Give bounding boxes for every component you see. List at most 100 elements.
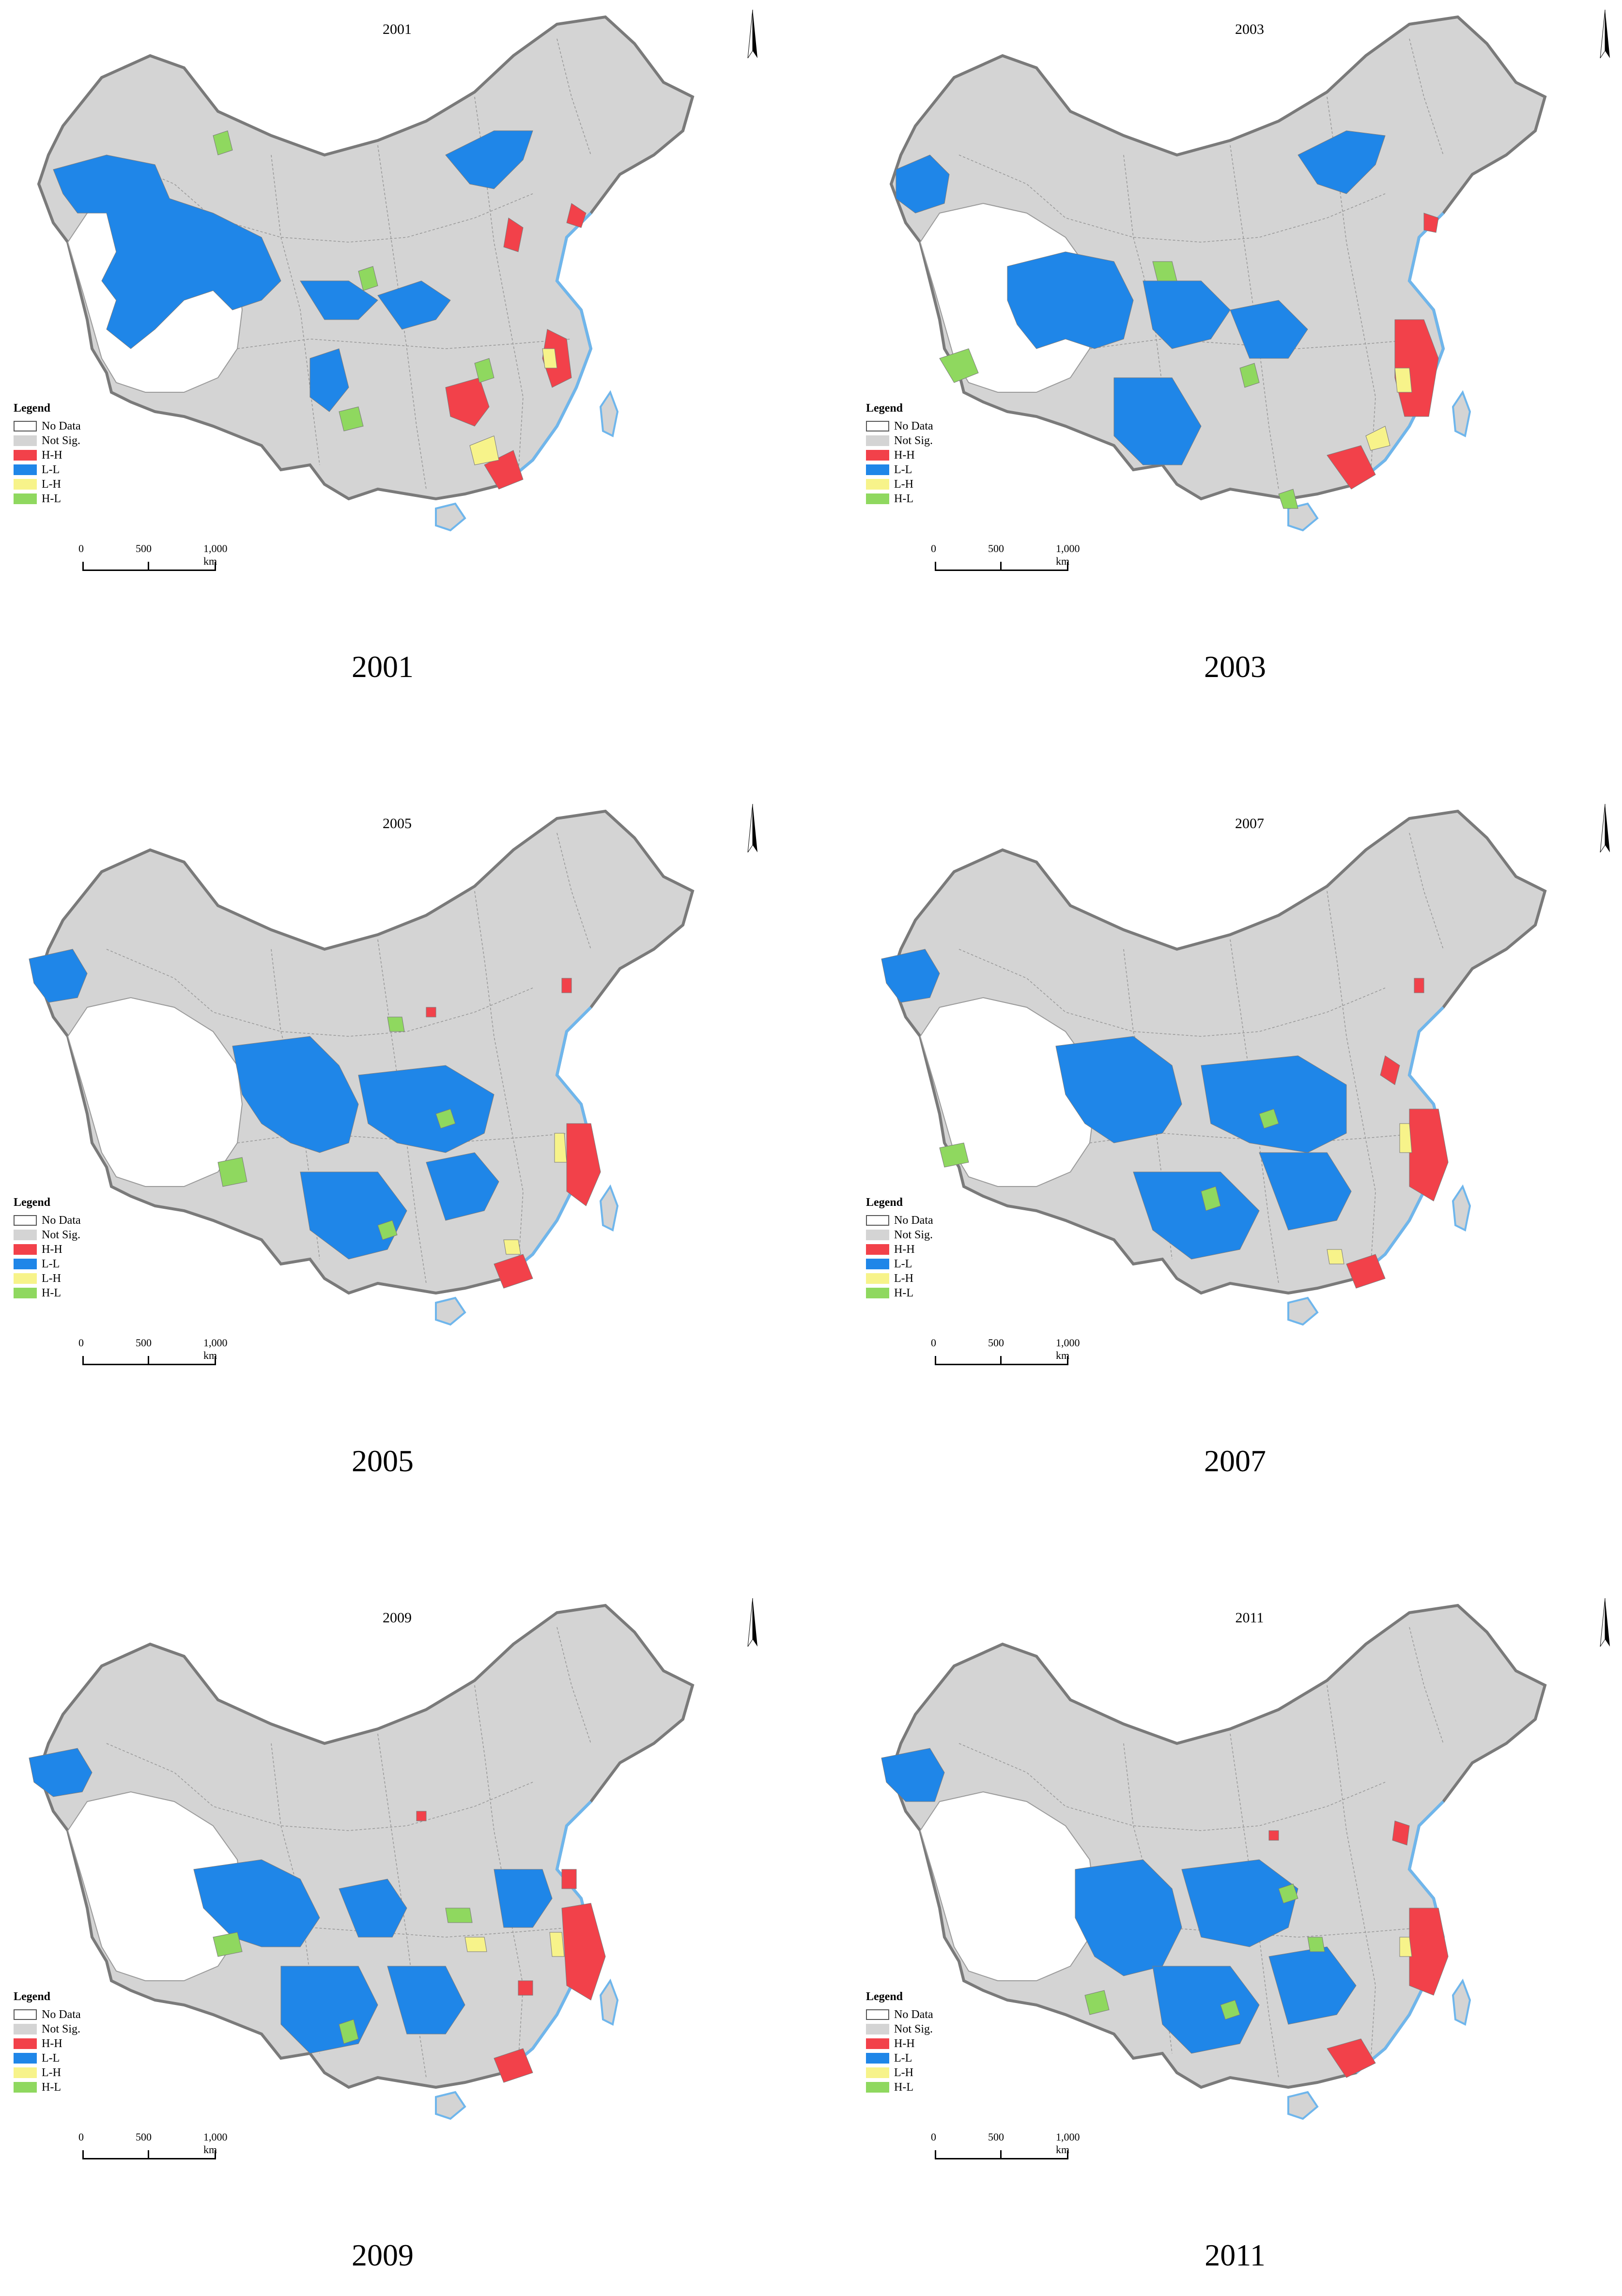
legend-item-lh: L-H xyxy=(866,2065,1021,2080)
legend-item-ll: L-L xyxy=(14,1257,169,1271)
legend-rows: No Data Not Sig. H-H L-L L-H H-L xyxy=(866,419,1021,506)
legend-swatch-nodata xyxy=(866,421,889,431)
legend-label-hl: H-L xyxy=(42,492,61,505)
legend-swatch-nodata xyxy=(14,421,37,431)
cluster-lh-9 xyxy=(554,1133,567,1163)
cluster-hl-14 xyxy=(377,1220,398,1240)
cluster-ll-2 xyxy=(358,1065,494,1153)
legend-swatch-notsig xyxy=(866,2024,889,2034)
cluster-hh-8 xyxy=(561,978,572,993)
cluster-lh-10 xyxy=(503,1239,521,1255)
cluster-ll-1 xyxy=(1055,1036,1182,1143)
taiwan-island xyxy=(599,390,619,437)
legend-item-ll: L-L xyxy=(866,2051,1021,2065)
legend-label-ll: L-L xyxy=(894,2051,912,2065)
cluster-ll-1 xyxy=(1007,251,1134,349)
cluster-ll-4 xyxy=(1259,1152,1352,1231)
legend-item-nodata: No Data xyxy=(866,2007,1021,2022)
hainan-island xyxy=(1287,2091,1319,2120)
cluster-hh-6 xyxy=(494,1254,533,1289)
lisa-clusters xyxy=(29,949,601,1289)
legend-title: Legend xyxy=(866,1990,903,2003)
scale-label-0: 0 xyxy=(78,1337,84,1349)
cluster-hl-13 xyxy=(435,1109,456,1129)
cluster-hl-14 xyxy=(445,1908,473,1923)
cluster-ll-5 xyxy=(1298,130,1386,194)
legend-label-notsig: Not Sig. xyxy=(42,1228,81,1241)
legend-swatch-hl xyxy=(14,2082,37,2093)
panel-caption: 2011 xyxy=(1205,2238,1266,2272)
cluster-hl-13 xyxy=(1220,2000,1240,2020)
legend-swatch-hl xyxy=(866,493,889,504)
china-map xyxy=(29,1603,695,2120)
cluster-ll-2 xyxy=(1181,1859,1298,1947)
cluster-hh-7 xyxy=(445,377,490,427)
scale-midtick xyxy=(1000,1356,1002,1364)
legend-title: Legend xyxy=(14,1196,51,1209)
legend-label-nodata: No Data xyxy=(894,1214,933,1227)
cluster-hh-6 xyxy=(1327,2038,1376,2078)
legend-label-notsig: Not Sig. xyxy=(42,434,81,447)
legend-label-ll: L-L xyxy=(894,463,912,476)
cluster-hh-8 xyxy=(561,1869,577,1889)
scale-line xyxy=(935,1356,1068,1365)
cluster-ll-5 xyxy=(494,1869,553,1928)
legend-swatch-lh xyxy=(14,479,37,490)
panel-caption: 2003 xyxy=(1204,649,1266,684)
cluster-ll-3 xyxy=(300,1171,407,1260)
legend-item-hl: H-L xyxy=(14,492,169,506)
coastline xyxy=(503,212,593,486)
cluster-ll-4 xyxy=(1113,377,1202,465)
panel-caption: 2005 xyxy=(352,1444,414,1478)
legend-title: Legend xyxy=(14,1990,51,2003)
map-panel-2009: 2009 Legend No Data Not Sig. H-H L-L L-H H-L … xyxy=(10,1598,757,2272)
legend: Legend No Data Not Sig. H-H L-L L-H H-L xyxy=(14,1196,169,1300)
legend-label-lh: L-H xyxy=(894,478,913,491)
legend-label-hh: H-H xyxy=(894,1243,915,1256)
scale-midtick xyxy=(148,2150,149,2158)
legend-swatch-ll xyxy=(14,464,37,475)
legend-swatch-hl xyxy=(866,2082,889,2093)
cluster-hh-5 xyxy=(566,1123,601,1206)
legend-item-lh: L-H xyxy=(14,477,169,492)
scale-label-500: 500 xyxy=(136,2131,152,2143)
legend-swatch-hh xyxy=(14,1244,37,1255)
cluster-hl-11 xyxy=(217,1157,247,1187)
panel-caption: 2009 xyxy=(352,2238,414,2272)
scale-midtick xyxy=(1000,2150,1002,2158)
cluster-hh-9 xyxy=(416,1811,427,1821)
legend: Legend No Data Not Sig. H-H L-L L-H H-L xyxy=(14,402,169,506)
legend-label-hh: H-H xyxy=(894,448,915,462)
legend-item-ll: L-L xyxy=(866,1257,1021,1271)
cluster-ll-2 xyxy=(300,280,378,320)
legend-label-lh: L-H xyxy=(894,2066,913,2079)
legend-item-hh: H-H xyxy=(866,1242,1021,1257)
cluster-hl-11 xyxy=(939,348,979,383)
scale-label-1000: 1,000 km xyxy=(1056,2131,1080,2156)
legend-label-nodata: No Data xyxy=(894,2008,933,2021)
scale-midtick xyxy=(148,1356,149,1364)
legend-swatch-ll xyxy=(866,464,889,475)
legend-item-nodata: No Data xyxy=(866,1213,1021,1228)
legend-swatch-hh xyxy=(14,2038,37,2049)
legend-swatch-lh xyxy=(866,479,889,490)
scale-midtick xyxy=(1000,562,1002,570)
cluster-hl-13 xyxy=(213,1932,243,1957)
legend-swatch-nodata xyxy=(14,2009,37,2020)
coastline xyxy=(1355,212,1445,486)
north-arrow-icon xyxy=(1600,10,1610,59)
legend-swatch-hh xyxy=(866,1244,889,1255)
legend-item-notsig: Not Sig. xyxy=(14,433,169,448)
scale-label-0: 0 xyxy=(931,1337,936,1349)
no-data-region xyxy=(919,997,1096,1187)
cluster-ll-3 xyxy=(1152,1966,1260,2054)
cluster-lh-11 xyxy=(549,1932,565,1957)
cluster-lh-11 xyxy=(542,348,557,369)
legend-title: Legend xyxy=(866,1196,903,1209)
map-panel-2001: 2001 Legend No Data Not Sig. H-H L-L L-H H-L … xyxy=(10,10,757,684)
scale-label-0: 0 xyxy=(931,2131,936,2143)
scale-bar: 0 500 1,000 km xyxy=(78,542,228,581)
no-data-region xyxy=(67,997,243,1187)
cluster-hh-8 xyxy=(1268,1830,1279,1841)
map-title: 2001 xyxy=(383,21,412,37)
